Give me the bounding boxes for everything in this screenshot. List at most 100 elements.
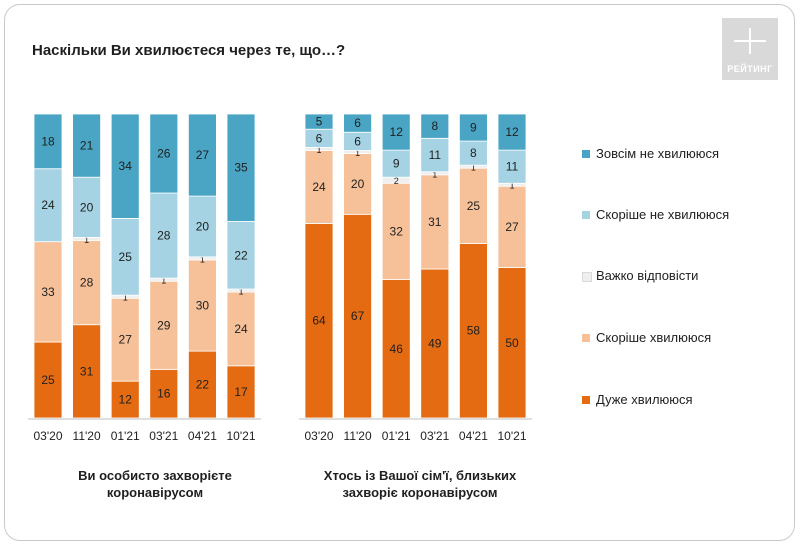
bar-segment — [497, 149, 527, 184]
group-label-personal: Ви особисто захворієте коронавірусом — [78, 468, 232, 500]
bar-segment — [381, 149, 411, 178]
data-label: 26 — [157, 147, 171, 161]
data-label: 16 — [157, 387, 171, 401]
legend-swatch — [582, 150, 590, 158]
bar-segment — [304, 113, 334, 130]
data-label: 35 — [234, 161, 248, 175]
bar-segment — [187, 113, 217, 197]
data-label: 22 — [196, 378, 210, 392]
data-label: 1 — [509, 181, 514, 191]
bar-segment — [33, 241, 63, 343]
data-label: 20 — [351, 177, 365, 191]
data-label: 20 — [80, 200, 94, 214]
data-label: 12 — [119, 393, 133, 407]
legend-swatch — [582, 272, 592, 282]
bar-segment — [72, 240, 101, 326]
legend-item: Скоріше не хвилююся — [582, 207, 782, 223]
data-label: 8 — [470, 146, 477, 160]
data-label: 18 — [41, 134, 55, 148]
legend-item: Зовсім не хвилююся — [582, 146, 782, 162]
legend-label: Важко відповісти — [596, 268, 699, 283]
legend-item: Скоріше хвилююся — [582, 330, 782, 346]
bar-segment — [149, 113, 179, 194]
data-label: 22 — [234, 248, 248, 262]
legend-label: Скоріше хвилююся — [596, 330, 712, 345]
data-label: 32 — [390, 224, 404, 238]
x-tick-label: 03'20 — [34, 429, 63, 443]
x-tick-label: 10'21 — [227, 429, 256, 443]
data-label: 1 — [200, 254, 205, 264]
x-tick-label: 11'20 — [344, 429, 372, 443]
bar-segment — [304, 223, 334, 419]
x-tick-label: 03'21 — [149, 429, 178, 443]
data-label: 58 — [467, 324, 481, 338]
bar-segment — [149, 192, 179, 279]
data-label: 29 — [157, 318, 171, 332]
x-tick-label: 01'21 — [382, 429, 411, 443]
data-label: 1 — [316, 145, 321, 155]
bar-segment — [149, 280, 179, 370]
data-label: 27 — [119, 333, 133, 347]
bar-segment — [420, 137, 450, 173]
x-tick-label: 03'21 — [420, 429, 449, 443]
bar-segment — [458, 140, 488, 166]
data-label: 17 — [234, 385, 248, 399]
bar-segment — [187, 259, 217, 352]
data-label: 30 — [196, 299, 210, 313]
data-label: 64 — [312, 314, 326, 328]
data-label: 34 — [119, 159, 133, 173]
data-label: 9 — [393, 157, 400, 171]
logo-text: РЕЙТИНГ — [727, 64, 773, 74]
bar-segment — [33, 341, 63, 419]
bar-segment — [381, 113, 411, 151]
x-tick-label: 04'21 — [188, 429, 217, 443]
data-label: 27 — [196, 148, 210, 162]
data-label: 1 — [432, 169, 437, 179]
bar-segment — [226, 113, 256, 222]
bar-segment — [33, 168, 63, 243]
data-label: 25 — [467, 199, 481, 213]
data-label: 1 — [238, 287, 243, 297]
bar-segment — [72, 176, 101, 238]
data-label: 20 — [196, 219, 210, 233]
data-label: 1 — [84, 235, 89, 245]
data-label: 28 — [80, 276, 94, 290]
data-label: 27 — [505, 220, 519, 234]
data-label: 49 — [428, 337, 442, 351]
bar-segment — [72, 324, 101, 419]
chart-title: Наскільки Ви хвилюєтеся через те, що…? — [32, 42, 346, 59]
bar-segment — [420, 268, 450, 419]
bar-segment — [497, 267, 527, 419]
bar-segment — [343, 113, 373, 133]
data-label: 25 — [119, 250, 133, 264]
data-label: 1 — [161, 276, 166, 286]
legend-swatch — [582, 396, 590, 404]
bar-segment — [72, 113, 101, 178]
data-label: 11 — [429, 148, 442, 162]
data-label: 12 — [390, 125, 404, 139]
data-label: 1 — [355, 148, 360, 158]
data-label: 6 — [354, 134, 361, 148]
bar-segment — [458, 167, 488, 244]
data-label: 31 — [428, 215, 442, 229]
x-tick-label: 04'21 — [459, 429, 488, 443]
data-label: 50 — [505, 336, 519, 350]
bar-segment — [110, 113, 140, 219]
group-label-family: Хтось із Вашої сім'ї, близьких захворіє … — [323, 468, 517, 500]
bar-segment — [343, 213, 373, 419]
data-label: 12 — [505, 125, 519, 139]
bar-segment — [187, 195, 217, 258]
data-label: 24 — [312, 180, 326, 194]
bar-segment — [226, 221, 256, 290]
bar-segment — [226, 291, 256, 367]
bar-segment — [149, 368, 179, 419]
bar-segment — [33, 113, 63, 170]
legend-label: Зовсім не хвилююся — [596, 146, 720, 161]
bar-segment — [110, 297, 140, 382]
bar-segment — [497, 113, 527, 151]
bar-segment — [381, 182, 411, 280]
x-tick-label: 11'20 — [73, 429, 101, 443]
data-label: 9 — [470, 121, 477, 135]
data-label: 67 — [351, 309, 365, 323]
